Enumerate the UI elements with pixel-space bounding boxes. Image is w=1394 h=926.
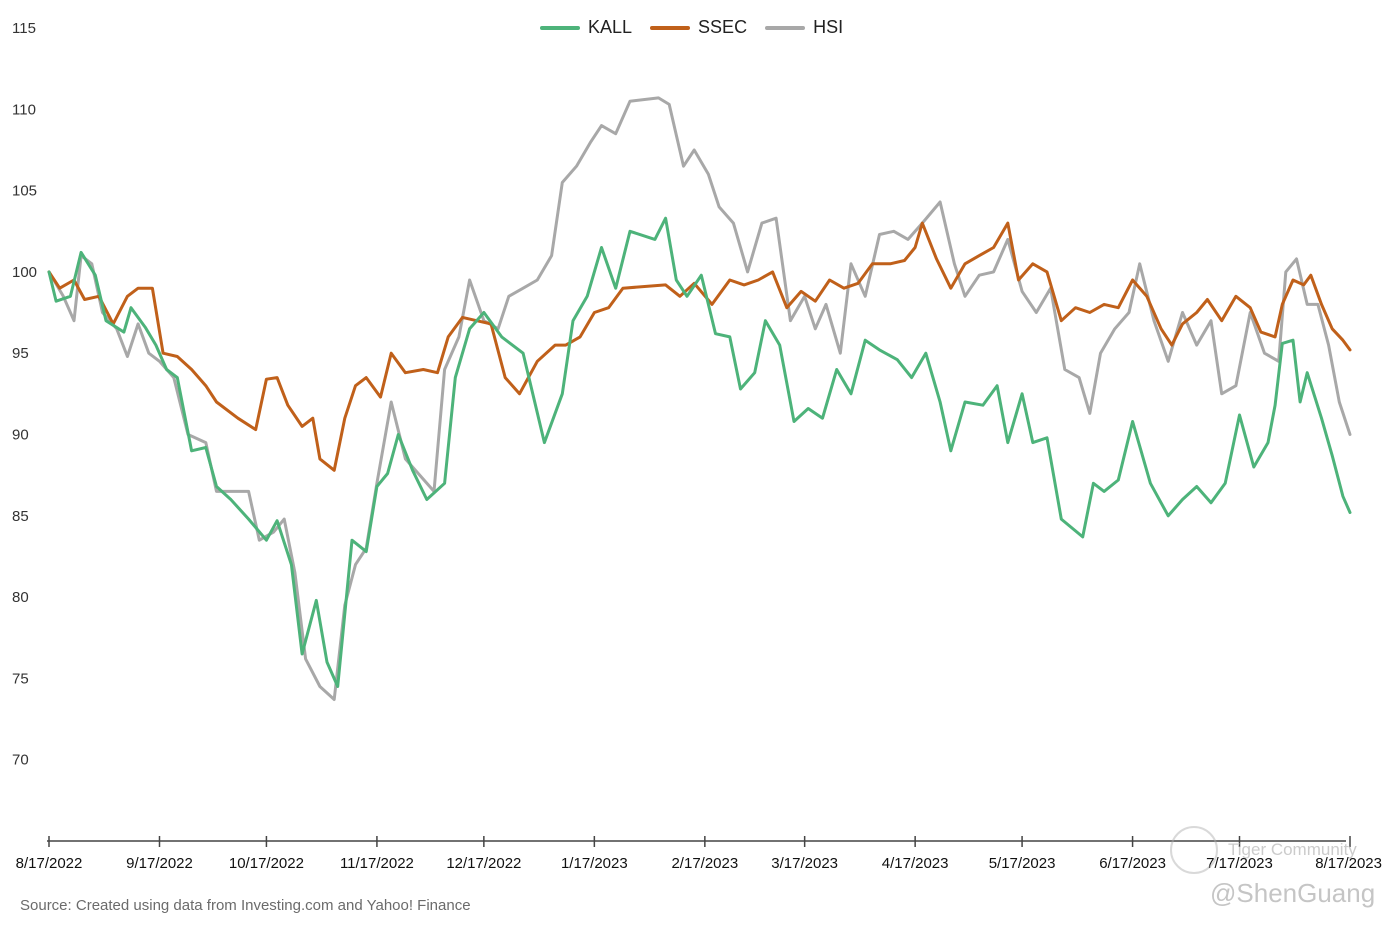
- legend-item-hsi: HSI: [765, 17, 843, 38]
- watermark-author: @ShenGuang: [1210, 878, 1376, 908]
- legend-label-kall: KALL: [588, 17, 633, 37]
- legend-item-kall: KALL: [540, 17, 632, 38]
- x-tick-label: 8/17/2022: [16, 855, 83, 872]
- legend-item-ssec: SSEC: [650, 17, 747, 38]
- y-tick-label: 70: [12, 752, 29, 769]
- x-axis-ticks: 8/17/2022 9/17/2022 10/17/2022 11/17/2022 12…: [16, 836, 1382, 872]
- legend-label-hsi: HSI: [813, 17, 844, 37]
- x-tick-label: 7/17/2023: [1206, 855, 1273, 872]
- watermark-logo-text: Tiger Community: [1228, 840, 1357, 859]
- y-tick-label: 95: [12, 345, 29, 362]
- y-axis-ticks: 70 75 80 85 90 95 100 105 110 115: [12, 20, 37, 769]
- x-tick-label: 6/17/2023: [1099, 855, 1166, 872]
- legend-swatch-ssec: [650, 25, 691, 30]
- y-tick-label: 75: [12, 670, 29, 687]
- x-tick-label: 10/17/2022: [229, 855, 304, 872]
- source-note: Source: Created using data from Investin…: [20, 897, 471, 914]
- series-lines: [47, 96, 1352, 701]
- legend-swatch-hsi: [765, 25, 806, 30]
- y-tick-label: 115: [12, 20, 36, 37]
- x-tick-label: 4/17/2023: [882, 855, 949, 872]
- series-line-hsi: [47, 96, 1352, 701]
- y-tick-label: 100: [12, 264, 37, 281]
- legend: KALL SSEC HSI: [540, 17, 843, 38]
- series-line-ssec: [47, 221, 1352, 472]
- y-tick-label: 110: [12, 101, 36, 118]
- y-tick-label: 80: [12, 589, 29, 606]
- x-tick-label: 12/17/2022: [446, 855, 521, 872]
- y-tick-label: 85: [12, 508, 29, 525]
- x-tick-label: 2/17/2023: [671, 855, 738, 872]
- x-tick-label: 1/17/2023: [561, 855, 628, 872]
- tiger-logo-icon: [1170, 826, 1218, 874]
- legend-swatch-kall: [540, 25, 580, 30]
- x-tick-label: 11/17/2022: [340, 855, 414, 872]
- y-tick-label: 105: [12, 183, 37, 200]
- y-tick-label: 90: [12, 427, 29, 444]
- series-line-kall: [47, 216, 1352, 688]
- x-tick-label: 3/17/2023: [771, 855, 838, 872]
- legend-label-ssec: SSEC: [698, 17, 748, 37]
- x-tick-label: 5/17/2023: [989, 855, 1056, 872]
- x-tick-label: 8/17/2023: [1315, 855, 1382, 872]
- x-tick-label: 9/17/2022: [126, 855, 193, 872]
